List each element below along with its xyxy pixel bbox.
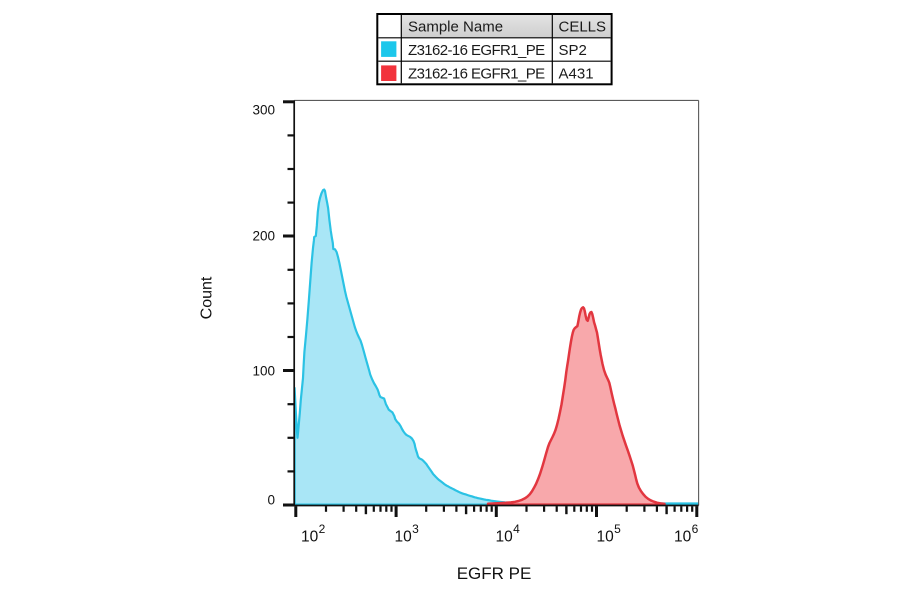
svg-text:10: 10 — [395, 529, 413, 546]
svg-text:Z3162-16 EGFR1_PE: Z3162-16 EGFR1_PE — [408, 65, 545, 82]
svg-text:CELLS: CELLS — [559, 19, 607, 36]
svg-text:0: 0 — [267, 492, 275, 507]
svg-text:10: 10 — [597, 529, 615, 546]
svg-text:200: 200 — [252, 228, 275, 243]
svg-text:100: 100 — [252, 363, 275, 378]
svg-text:Sample Name: Sample Name — [408, 19, 503, 36]
svg-text:5: 5 — [614, 522, 621, 536]
svg-text:10: 10 — [496, 529, 514, 546]
svg-text:2: 2 — [319, 522, 326, 536]
svg-text:10: 10 — [674, 529, 692, 546]
svg-text:Count: Count — [199, 276, 216, 319]
svg-text:6: 6 — [692, 522, 699, 536]
svg-text:4: 4 — [513, 522, 520, 536]
svg-text:300: 300 — [252, 102, 275, 117]
svg-text:Z3162-16 EGFR1_PE: Z3162-16 EGFR1_PE — [408, 42, 545, 59]
svg-text:SP2: SP2 — [559, 42, 587, 59]
svg-text:A431: A431 — [559, 65, 594, 82]
svg-text:10: 10 — [301, 529, 319, 546]
svg-text:EGFR PE: EGFR PE — [457, 564, 532, 583]
svg-text:3: 3 — [412, 522, 419, 536]
